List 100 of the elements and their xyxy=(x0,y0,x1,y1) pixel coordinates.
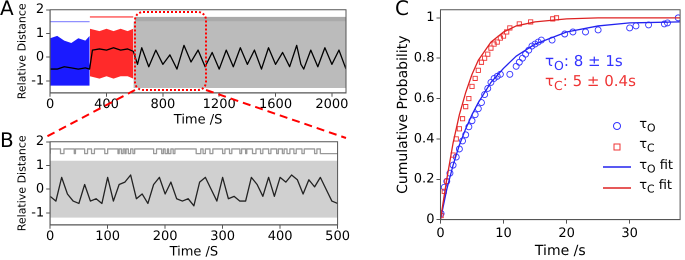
y-tick-label: -1 xyxy=(31,205,44,220)
point xyxy=(494,40,500,45)
point xyxy=(534,38,542,46)
x-tick-label: 400 xyxy=(268,228,293,244)
legend-label: τ$_{O}$ fit xyxy=(639,156,673,178)
point xyxy=(525,46,532,54)
point xyxy=(506,70,514,78)
y-tick-label: -1 xyxy=(31,73,44,88)
legend-label: τ$_{O}$ xyxy=(639,116,656,136)
point xyxy=(474,105,482,112)
point xyxy=(462,131,470,138)
x-tick-label: 1200 xyxy=(202,96,236,112)
point xyxy=(492,42,497,47)
y-tick-label: 0.6 xyxy=(414,90,434,106)
point xyxy=(484,85,492,92)
chart-title: B xyxy=(0,128,14,152)
x-tick-label: 30 xyxy=(621,226,638,241)
point xyxy=(472,76,478,81)
point xyxy=(626,24,634,32)
y-axis-title: Relative Distance xyxy=(15,135,28,232)
legend-label: τ$_{C}$ fit xyxy=(639,177,672,198)
point xyxy=(490,74,498,82)
point xyxy=(532,40,539,48)
point xyxy=(460,116,466,122)
x-axis-title: Time /S xyxy=(168,244,218,260)
point xyxy=(478,60,484,65)
point xyxy=(664,19,671,26)
point xyxy=(538,36,545,44)
point xyxy=(528,19,534,24)
point xyxy=(476,68,481,73)
y-tick-label: 0.4 xyxy=(414,131,434,146)
point xyxy=(454,136,459,142)
y-axis-title: Relative Distance xyxy=(15,3,28,100)
x-tick-label: 100 xyxy=(95,228,120,244)
point xyxy=(522,50,530,58)
point xyxy=(594,26,602,34)
x-tick-label: 20 xyxy=(558,226,575,241)
point xyxy=(569,28,576,36)
point xyxy=(507,25,512,31)
point xyxy=(482,56,488,61)
point xyxy=(582,28,589,36)
x-tick-label: 0 xyxy=(46,96,54,112)
x-tick-label: 0 xyxy=(46,228,54,244)
point xyxy=(487,78,494,86)
point xyxy=(516,58,523,66)
point xyxy=(466,96,472,102)
point xyxy=(481,91,488,98)
y-tick-label: 0.8 xyxy=(414,50,434,66)
x-tick-label: 1600 xyxy=(259,96,292,112)
point xyxy=(632,22,640,30)
chart-title: A xyxy=(0,0,14,20)
y-tick-label: 1 xyxy=(426,10,434,26)
point xyxy=(554,15,560,20)
point xyxy=(500,33,506,39)
point xyxy=(488,46,494,51)
point xyxy=(550,16,556,22)
y-tick-label: 1 xyxy=(36,158,44,173)
point xyxy=(512,62,520,70)
point xyxy=(463,104,468,110)
point xyxy=(516,21,522,26)
y-tick-label: 2 xyxy=(36,134,44,150)
y-tick-label: 0.2 xyxy=(414,172,434,187)
point xyxy=(519,54,526,62)
x-tick-label: 0 xyxy=(436,226,445,241)
y-tick-label: 0 xyxy=(426,212,434,227)
point xyxy=(494,72,501,80)
y-tick-label: 2 xyxy=(36,2,44,18)
point xyxy=(459,137,466,144)
x-tick-label: 2000 xyxy=(315,96,348,112)
point xyxy=(468,117,476,124)
point xyxy=(485,52,490,57)
point xyxy=(645,21,652,28)
x-tick-label: 200 xyxy=(152,228,178,244)
y-axis-title: Cumulative Probability xyxy=(395,36,412,194)
x-axis-title: Time /S xyxy=(172,112,222,128)
legend-label: τ$_{C}$ xyxy=(639,136,655,157)
x-tick-label: 300 xyxy=(210,228,236,244)
point xyxy=(456,146,463,152)
x-tick-label: 800 xyxy=(150,96,176,112)
point xyxy=(465,123,472,130)
point xyxy=(528,42,536,50)
x-axis-title: Time /s xyxy=(534,243,586,260)
chart-title: C xyxy=(395,0,409,20)
point xyxy=(456,126,462,132)
y-tick-label: 0 xyxy=(36,50,44,65)
point xyxy=(440,184,448,191)
point xyxy=(450,162,457,169)
point xyxy=(469,84,475,90)
point xyxy=(504,29,510,35)
x-tick-label: 400 xyxy=(94,96,119,112)
x-tick-label: 500 xyxy=(325,228,350,244)
point xyxy=(660,20,668,28)
point xyxy=(452,154,460,161)
y-tick-label: 0 xyxy=(36,182,44,197)
annotation: τ$_{C}$: 5 ± 0.4s xyxy=(545,72,636,93)
point xyxy=(446,170,454,177)
annotation: τ$_{O}$: 8 ± 1s xyxy=(545,52,623,73)
point xyxy=(674,14,680,22)
y-tick-label: 1 xyxy=(36,26,44,41)
point xyxy=(496,70,504,78)
